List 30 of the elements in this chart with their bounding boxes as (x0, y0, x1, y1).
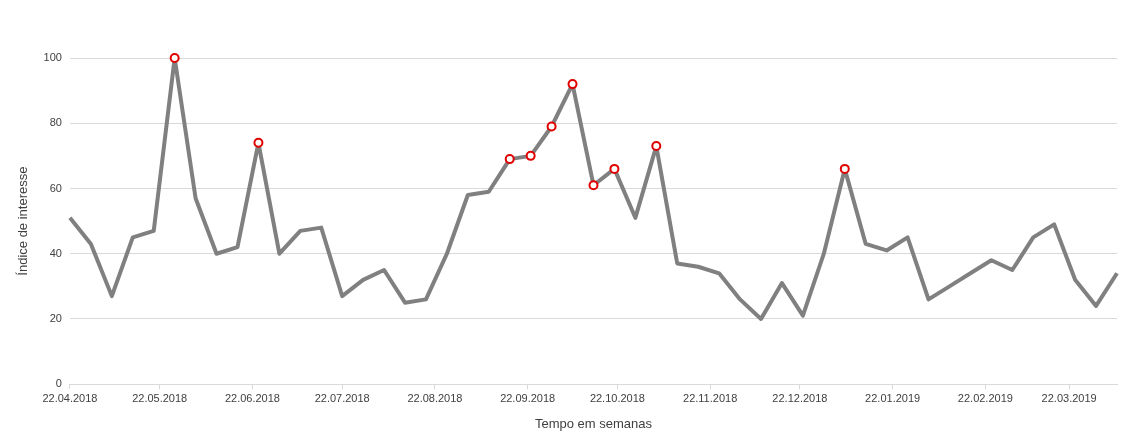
point (504, 154, 515, 165)
x-tick-label: 22.08.2018 (407, 391, 463, 404)
y-tick-label: 100 (43, 51, 62, 64)
x-axis-title: Tempo em semanas (534, 415, 653, 431)
x-tick-label: 22.04.2018 (42, 391, 98, 404)
x-tick-label: 22.05.2018 (132, 391, 188, 404)
x-tick-label: 22.12.2018 (772, 391, 828, 404)
x-tick-label: 22.03.2019 (1041, 391, 1097, 404)
point (546, 121, 557, 132)
point (253, 137, 264, 148)
y-axis-title: Índice de interesse (15, 166, 31, 276)
y-tick-label: 0 (55, 377, 62, 390)
x-tick-label: 22.02.2019 (957, 391, 1013, 404)
point (609, 163, 620, 174)
x-tick-label: 22.06.2018 (224, 391, 280, 404)
y-tick-label: 40 (49, 246, 62, 259)
x-tick-label: 22.11.2018 (683, 391, 738, 404)
x-tick-label: 22.10.2018 (589, 391, 645, 404)
point (525, 150, 536, 161)
point (588, 180, 599, 191)
y-tick-label: 20 (49, 311, 62, 324)
y-tick-label: 80 (49, 116, 62, 129)
point (567, 79, 578, 90)
x-tick-label: 22.07.2018 (314, 391, 370, 404)
point (651, 141, 662, 152)
x-tick-label: 22.09.2018 (500, 391, 556, 404)
point (839, 163, 850, 174)
x-tick-label: 22.01.2019 (865, 391, 921, 404)
point (169, 53, 180, 63)
y-tick-label: 60 (49, 181, 62, 194)
